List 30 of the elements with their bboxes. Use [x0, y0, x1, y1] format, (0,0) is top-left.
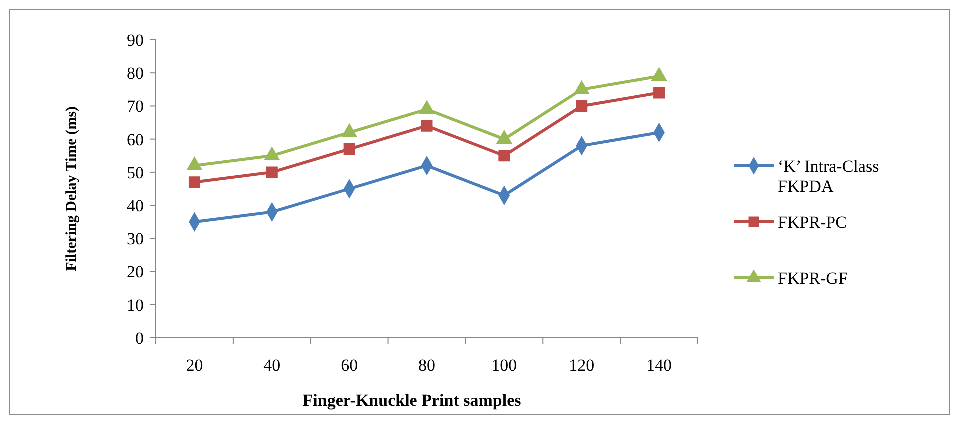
y-tick-label: 0	[136, 328, 144, 348]
point	[576, 100, 588, 112]
y-tick-label: 80	[127, 64, 144, 84]
point	[652, 68, 667, 82]
y-tick-label: 30	[127, 230, 144, 249]
point	[266, 166, 278, 178]
x-tick-label: 40	[264, 356, 281, 375]
legend-label: FKPR-GF	[778, 269, 848, 288]
point	[188, 176, 200, 188]
x-tick-label: 60	[341, 356, 358, 375]
point	[498, 150, 510, 162]
y-tick-label: 40	[127, 196, 144, 216]
y-tick-label: 50	[127, 163, 144, 182]
point	[344, 144, 356, 156]
x-tick-label: 20	[186, 356, 204, 375]
legend-label: ‘K’ Intra-Class FKPDA	[778, 157, 880, 196]
x-tick-label: 80	[418, 356, 436, 375]
y-tick-label: 10	[127, 296, 144, 315]
x-axis-title: Finger-Knuckle Print samples	[302, 391, 522, 410]
y-tick-label: 60	[127, 130, 144, 150]
y-tick-label: 20	[127, 262, 144, 282]
y-axis-title: Filtering Delay Time (ms)	[64, 106, 80, 272]
point	[421, 120, 433, 132]
x-tick-label: 140	[646, 356, 672, 375]
legend-label: FKPR-PC	[778, 213, 847, 232]
point	[654, 87, 666, 99]
y-tick-label: 90	[127, 30, 144, 50]
x-tick-label: 100	[492, 356, 518, 375]
x-tick-label: 120	[569, 356, 595, 375]
y-tick-label: 70	[127, 97, 144, 116]
